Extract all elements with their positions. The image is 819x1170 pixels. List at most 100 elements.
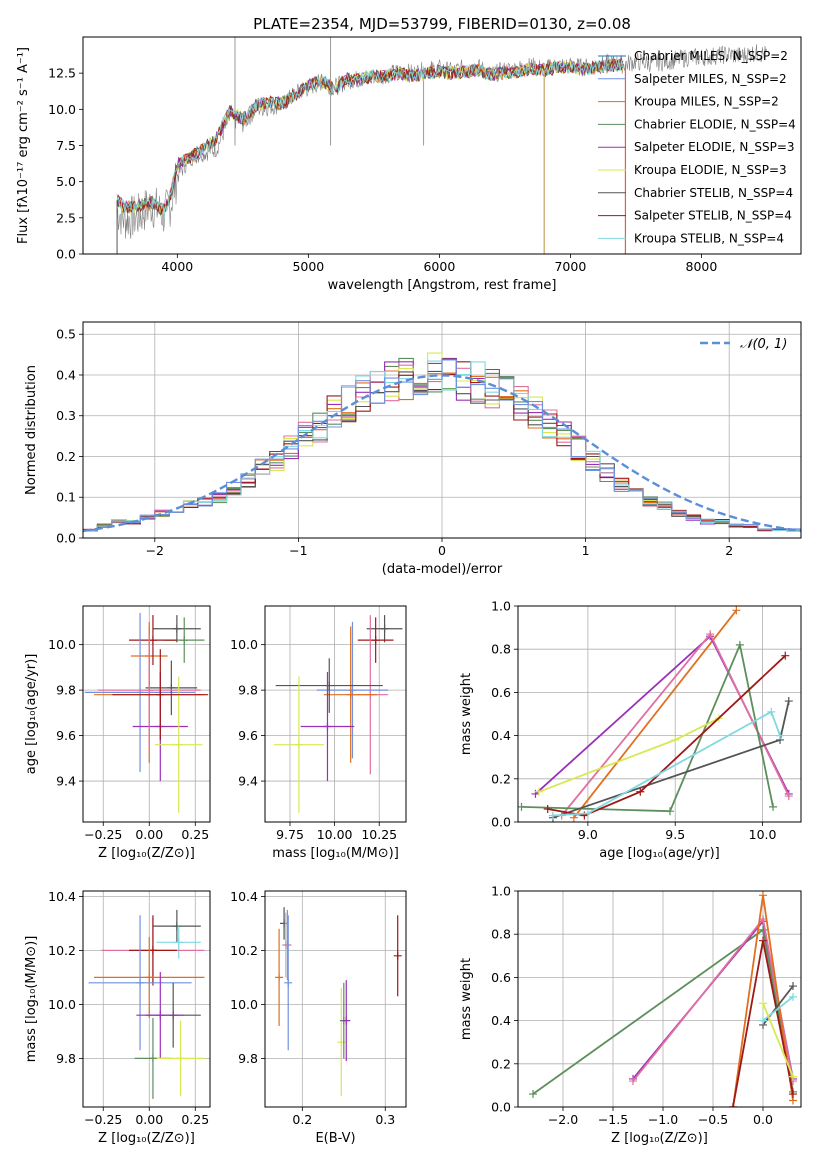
x-axis-label: wavelength [Angstrom, rest frame] <box>328 278 557 293</box>
series-line <box>573 609 738 819</box>
data-point <box>665 807 674 816</box>
x-tick-label: 0.0 <box>753 1112 773 1127</box>
y-tick-label: 9.6 <box>56 728 76 743</box>
axes-5: −0.25 0.00 0.25 9.8 10.0 10.2 10.4 Z [log₁₀(Z/Z… <box>24 889 211 1146</box>
plot-area <box>273 615 403 813</box>
x-tick-label: −0.25 <box>84 1112 122 1127</box>
histogram-step <box>83 359 801 532</box>
x-tick-label: 7000 <box>554 259 586 274</box>
y-tick-label: 0.6 <box>491 685 511 700</box>
x-tick-label: 0.00 <box>135 827 163 842</box>
x-axis-label: age [log₁₀(age/yr)] <box>599 846 720 861</box>
data-point <box>529 1090 537 1099</box>
data-point <box>145 686 154 695</box>
legend: 𝒩(0, 1) <box>700 337 787 352</box>
data-point <box>371 636 380 645</box>
x-tick-label: −0.25 <box>84 827 122 842</box>
axes-frame <box>264 605 407 823</box>
x-tick-label: 8000 <box>686 259 718 274</box>
legend-label: Kroupa STELIB, N_SSP=4 <box>634 231 784 245</box>
data-point <box>148 636 157 645</box>
y-tick-label: 0.5 <box>56 327 76 342</box>
data-point <box>148 1054 157 1063</box>
series-line <box>547 655 786 817</box>
y-axis-label: mass weight <box>459 673 474 755</box>
x-tick-label: 6000 <box>423 259 455 274</box>
x-tick-label: −1.5 <box>598 1112 628 1127</box>
data-point <box>636 787 645 796</box>
x-tick-label: 9.5 <box>665 827 685 842</box>
data-point <box>284 978 293 987</box>
axes-frame <box>82 36 802 255</box>
data-point <box>767 707 776 716</box>
axes-2: −0.25 0.00 0.25 9.4 9.6 9.8 10.0 Z [log₁₀(Z/Z⊙)… <box>24 605 211 861</box>
data-point <box>348 686 357 695</box>
y-tick-label: 2.5 <box>56 210 76 225</box>
legend-label: Kroupa ELODIE, N_SSP=3 <box>634 163 787 177</box>
x-tick-label: 0.00 <box>135 1112 163 1127</box>
y-tick-label: 9.8 <box>56 1051 76 1066</box>
data-point <box>784 697 793 706</box>
data-point <box>136 978 145 987</box>
x-tick-label: 1 <box>582 543 590 558</box>
data-point <box>323 722 332 731</box>
data-point <box>156 1011 165 1020</box>
plot-area <box>529 891 797 1107</box>
plot-area <box>116 37 768 254</box>
legend-label: Chabrier MILES, N_SSP=2 <box>634 49 788 63</box>
y-tick-label: 9.4 <box>238 774 258 789</box>
axes-3: 9.75 10.00 10.25 9.4 9.6 9.8 10.0 mass [log₁₀(M… <box>230 605 407 861</box>
data-point <box>275 973 284 982</box>
data-point <box>769 802 778 811</box>
data-point <box>789 992 797 1001</box>
data-point <box>759 891 767 900</box>
x-tick-label: 5000 <box>292 259 324 274</box>
axes-0: 4000 5000 6000 7000 8000 0.0 2.5 5.0 7.5 10.0 12.5… <box>16 15 802 293</box>
y-tick-label: 5.0 <box>56 174 76 189</box>
y-tick-label: 10.0 <box>230 637 258 652</box>
axes-frame <box>264 890 407 1108</box>
series-model-line <box>116 60 624 213</box>
y-axis-label: Flux [fλ10⁻¹⁷ erg cm⁻² s⁻¹ A⁻¹] <box>16 47 31 244</box>
y-tick-label: 0.4 <box>56 367 76 382</box>
data-point <box>172 922 181 931</box>
x-tick-label: −0.5 <box>698 1112 728 1127</box>
y-tick-label: 0.2 <box>491 1056 511 1071</box>
axes-frame <box>517 605 802 823</box>
axes-frame <box>517 890 802 1108</box>
legend-label: Chabrier STELIB, N_SSP=4 <box>634 186 793 200</box>
x-tick-label: −1 <box>289 543 307 558</box>
data-point <box>380 624 389 633</box>
axes-frame <box>82 605 211 823</box>
y-tick-label: 9.8 <box>238 1051 258 1066</box>
legend-label: 𝒩(0, 1) <box>740 337 787 352</box>
x-tick-label: 4000 <box>161 259 193 274</box>
y-tick-label: 0.8 <box>491 927 511 942</box>
x-axis-label: Z [log₁₀(Z/Z⊙)] <box>611 1131 708 1146</box>
y-axis-label: Normed distribution <box>24 365 39 495</box>
x-tick-label: 10.0 <box>749 827 777 842</box>
data-point <box>583 809 592 818</box>
data-point <box>346 690 355 699</box>
y-tick-label: 0.8 <box>491 642 511 657</box>
data-point <box>342 1016 351 1025</box>
legend-label: Salpeter STELIB, N_SSP=4 <box>634 209 792 223</box>
y-tick-label: 10.2 <box>48 943 76 958</box>
data-point <box>629 1077 637 1086</box>
data-point <box>706 630 715 639</box>
plot-area <box>518 606 793 822</box>
series-model-line <box>116 60 624 218</box>
y-tick-label: 12.5 <box>48 66 76 81</box>
data-point <box>671 735 680 744</box>
data-point <box>294 740 303 749</box>
plot-area <box>84 612 209 813</box>
x-tick-label: 2 <box>725 543 733 558</box>
y-tick-label: 9.4 <box>56 774 76 789</box>
series-line <box>762 985 794 1026</box>
data-point <box>729 1103 737 1107</box>
x-axis-label: Z [log₁₀(Z/Z⊙)] <box>98 846 195 861</box>
x-tick-label: 10.25 <box>361 827 397 842</box>
y-tick-label: 9.8 <box>56 683 76 698</box>
x-tick-label: −2 <box>146 543 164 558</box>
